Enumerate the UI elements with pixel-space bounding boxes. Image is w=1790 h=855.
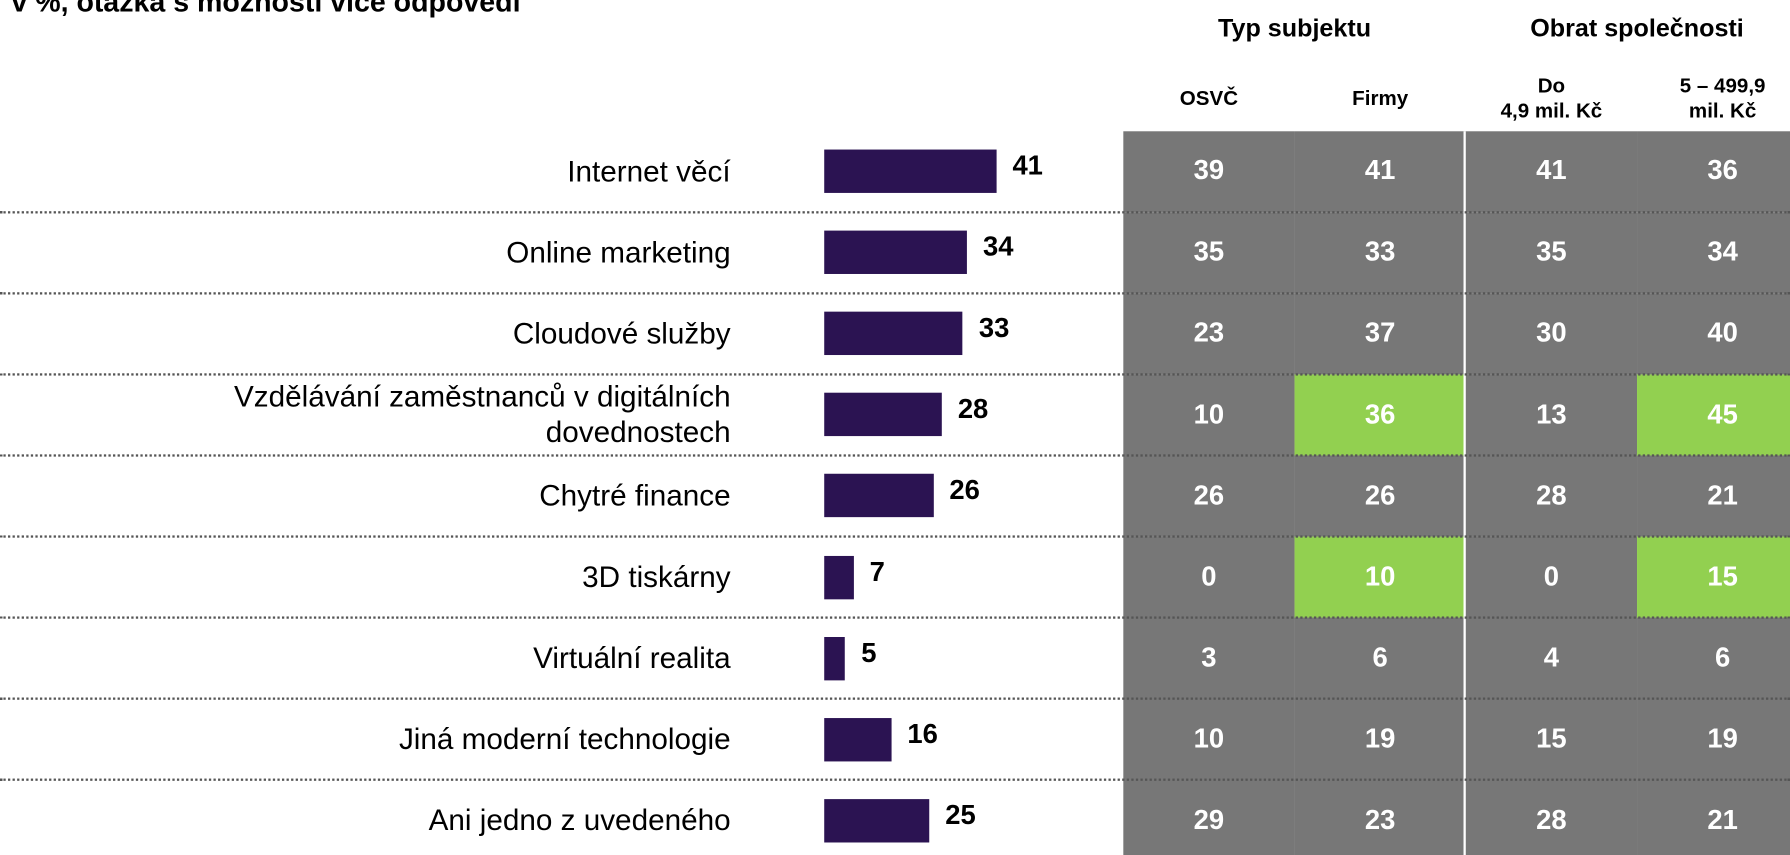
table-cell: 23 <box>1123 293 1295 375</box>
table-cell: 15 <box>1465 698 1638 781</box>
table-cell: 26 <box>1123 455 1295 538</box>
bar <box>824 311 963 356</box>
column-header: Firmy <box>1352 86 1409 110</box>
group-header: Obrat společnosti <box>1530 13 1744 43</box>
table-cell: 3 <box>1123 617 1295 700</box>
table-cell: 10 <box>1294 536 1466 619</box>
category-label: Jiná moderní technologie <box>398 721 731 756</box>
table-cell: 21 <box>1637 780 1790 855</box>
chart-subtitle: v %, otázka s možností více odpovědí <box>11 0 521 19</box>
row-separator <box>0 535 1790 538</box>
category-label: 3D tiskárny <box>582 559 731 594</box>
row-separator <box>0 616 1790 619</box>
column-header: Do 4,9 mil. Kč <box>1500 74 1603 123</box>
table-cell: 19 <box>1637 698 1790 781</box>
row-separator <box>0 697 1790 701</box>
table-cell: 21 <box>1637 455 1790 538</box>
value-label: 41 <box>1012 150 1043 182</box>
row-separator <box>0 210 1790 214</box>
bar <box>824 636 846 680</box>
row-separator <box>0 778 1790 782</box>
column-header: 5 – 499,9 mil. Kč <box>1679 74 1766 123</box>
group-header: Typ subjektu <box>1218 13 1372 43</box>
row-separator <box>0 454 1790 457</box>
table-cell: 35 <box>1465 211 1638 294</box>
value-label: 25 <box>945 800 976 831</box>
table-cell: 6 <box>1294 617 1466 700</box>
bar <box>824 230 968 275</box>
row-separator <box>0 291 1790 295</box>
table-cell: 0 <box>1465 536 1638 619</box>
table-cell: 6 <box>1637 617 1790 700</box>
value-label: 33 <box>978 313 1010 344</box>
table-cell: 28 <box>1465 780 1638 855</box>
category-label: Vzdělávání zaměstnanců v digitálních dov… <box>233 379 731 449</box>
value-label: 28 <box>957 394 989 426</box>
table-cell: 36 <box>1294 374 1466 456</box>
table-cell: 34 <box>1637 211 1790 294</box>
table-cell: 28 <box>1465 455 1638 538</box>
value-label: 34 <box>983 231 1014 263</box>
table-cell: 4 <box>1465 617 1638 700</box>
category-label: Chytré finance <box>539 478 731 513</box>
table-cell: 41 <box>1294 130 1466 213</box>
table-cell: 36 <box>1637 130 1790 213</box>
table-cell: 10 <box>1123 698 1295 781</box>
table-cell: 33 <box>1294 211 1466 294</box>
category-label: Online marketing <box>506 234 731 269</box>
value-label: 16 <box>907 718 938 750</box>
bar <box>824 555 854 599</box>
value-label: 7 <box>869 556 885 588</box>
table-cell: 13 <box>1465 374 1638 456</box>
value-label: 26 <box>949 475 980 507</box>
table-cell: 10 <box>1123 374 1295 456</box>
table-cell: 41 <box>1465 130 1638 213</box>
table-cell: 23 <box>1294 780 1466 855</box>
bar <box>824 798 930 843</box>
table-cell: 35 <box>1123 211 1295 294</box>
table-cell: 15 <box>1637 536 1790 619</box>
category-label: Ani jedno z uvedeného <box>428 802 731 838</box>
column-header: OSVČ <box>1179 86 1239 110</box>
table-cell: 30 <box>1465 293 1638 375</box>
table-cell: 0 <box>1123 536 1295 619</box>
bar <box>824 717 892 762</box>
category-label: Virtuální realita <box>533 640 731 675</box>
table-cell: 19 <box>1294 698 1466 781</box>
table-cell: 37 <box>1294 293 1466 375</box>
row-separator <box>0 373 1790 376</box>
value-label: 5 <box>861 637 877 669</box>
category-label: Internet věcí <box>567 153 731 188</box>
table-cell: 45 <box>1637 374 1790 456</box>
table-cell: 26 <box>1294 455 1466 538</box>
bar <box>824 393 942 437</box>
table-cell: 29 <box>1123 780 1295 855</box>
bar <box>824 474 934 518</box>
table-cell: 39 <box>1123 130 1295 213</box>
table-cell: 40 <box>1637 293 1790 375</box>
category-label: Cloudové služby <box>512 315 731 351</box>
bar <box>824 149 997 193</box>
